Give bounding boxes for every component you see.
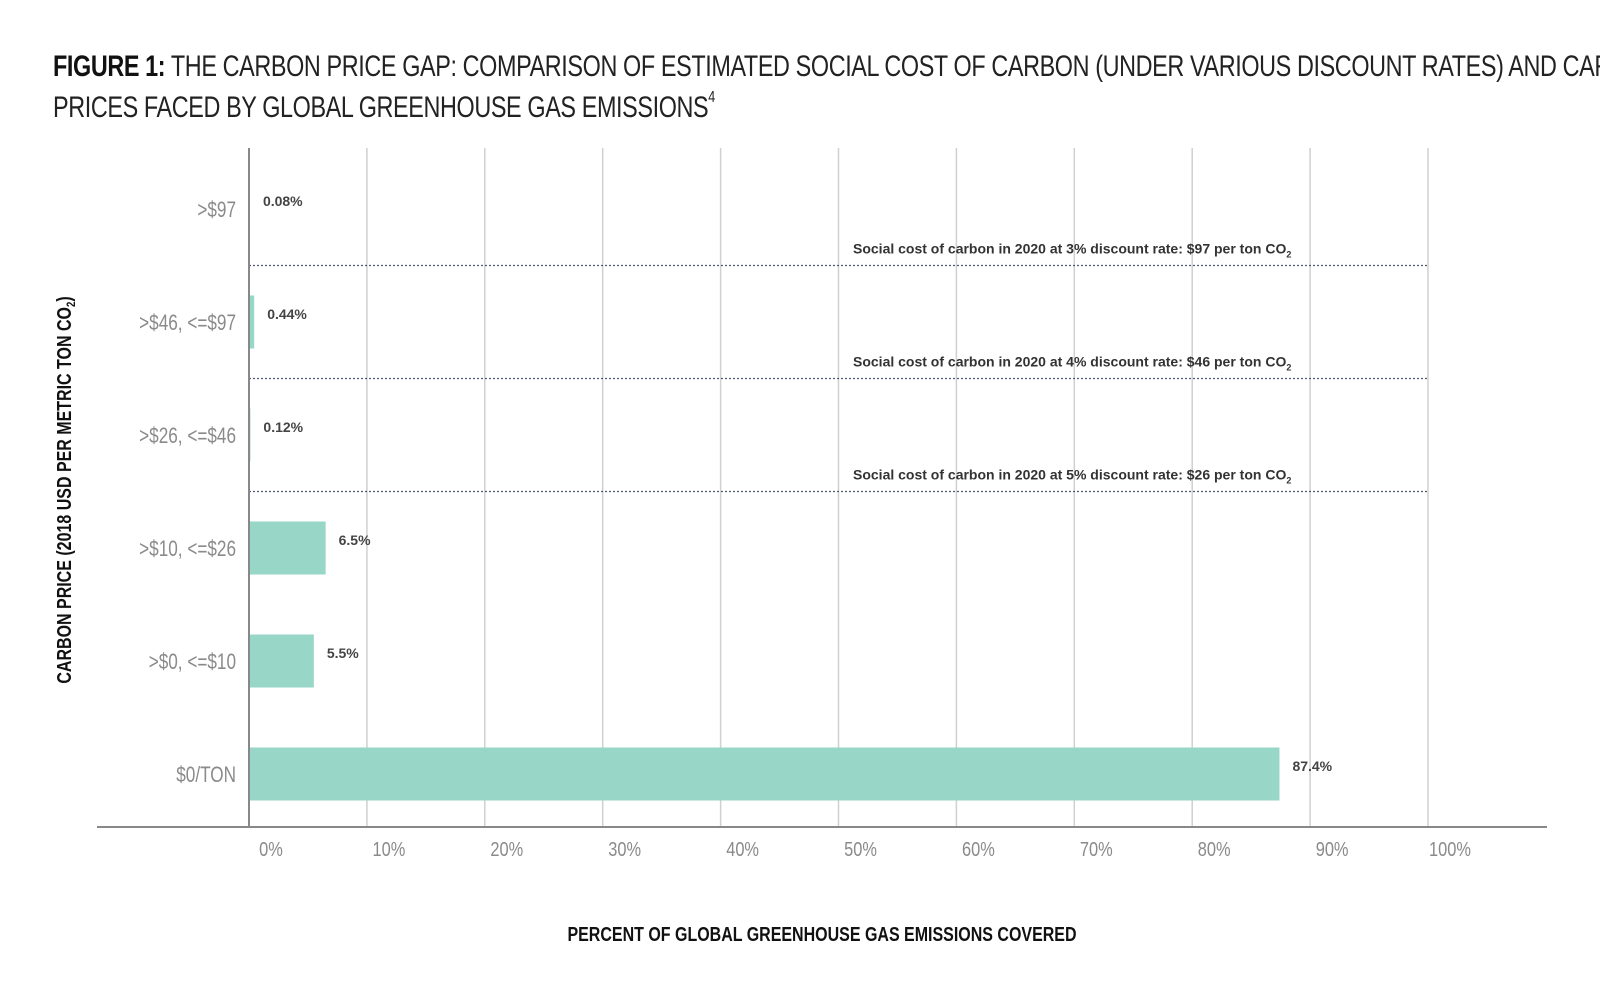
x-tick-label: 10% <box>373 837 406 860</box>
category-label: >$46, <=$97 <box>139 311 236 336</box>
category-label: >$26, <=$46 <box>139 424 236 449</box>
x-tick-label: 40% <box>726 837 759 860</box>
y-axis-title: CARBON PRICE (2018 USD PER METRIC TON CO… <box>53 296 78 683</box>
figure-title: FIGURE 1: THE CARBON PRICE GAP: COMPARIS… <box>53 46 1600 128</box>
bar <box>249 521 326 575</box>
category-label: >$0, <=$10 <box>149 650 236 675</box>
x-tick-label: 50% <box>844 837 877 860</box>
gridlines <box>366 148 1429 827</box>
data-label: 87.4% <box>1292 758 1332 774</box>
data-label: 0.08% <box>263 193 303 209</box>
figure-title-line2: PRICES FACED BY GLOBAL GREENHOUSE GAS EM… <box>53 91 709 124</box>
category-label: >$10, <=$26 <box>139 537 236 562</box>
x-tick-label: 100% <box>1429 837 1471 860</box>
category-label: >$97 <box>197 198 236 223</box>
x-tick-label: 70% <box>1080 837 1113 860</box>
x-tick-label: 0% <box>259 837 283 860</box>
x-tick-label: 90% <box>1316 837 1349 860</box>
data-label: 6.5% <box>339 532 371 548</box>
x-tick-label: 20% <box>490 837 523 860</box>
bars <box>249 182 1280 801</box>
data-label: 5.5% <box>327 645 359 661</box>
bar <box>249 747 1280 801</box>
data-label: 0.44% <box>267 306 307 322</box>
x-tick-label: 60% <box>962 837 995 860</box>
axes <box>97 148 1547 828</box>
figure-label: FIGURE 1: <box>53 50 166 83</box>
bar <box>249 634 314 688</box>
labels: 0% 10% 20% 30% 40% 50% 60% 70% 80% 90% 100% Social … <box>53 193 1471 945</box>
bar <box>249 295 255 349</box>
x-axis-title: PERCENT OF GLOBAL GREENHOUSE GAS EMISSIO… <box>567 923 1076 945</box>
footnote-mark: 4 <box>708 89 715 106</box>
threshold-lines <box>249 264 1428 493</box>
data-label: 0.12% <box>263 419 303 435</box>
category-label: $0/TON <box>176 763 236 788</box>
threshold-annotation: Social cost of carbon in 2020 at 3% disc… <box>853 241 1291 260</box>
figure-title-text: THE CARBON PRICE GAP: COMPARISON OF ESTI… <box>170 50 1600 83</box>
x-tick-label: 30% <box>608 837 641 860</box>
threshold-annotation: Social cost of carbon in 2020 at 5% disc… <box>853 467 1291 486</box>
x-tick-label: 80% <box>1198 837 1231 860</box>
threshold-annotation: Social cost of carbon in 2020 at 4% disc… <box>853 354 1291 373</box>
